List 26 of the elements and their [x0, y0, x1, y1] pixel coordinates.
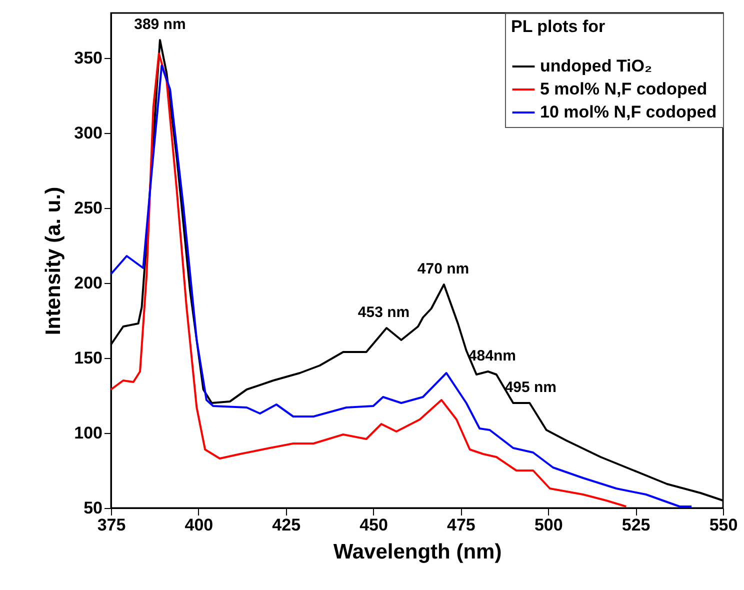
annotation: 453 nm [358, 304, 410, 321]
annotation: 495 nm [504, 379, 557, 396]
legend-label: undoped TiO₂ [540, 56, 652, 76]
x-tick-label: 425 [272, 516, 301, 534]
y-tick-label: 350 [74, 48, 102, 68]
y-tick-label: 300 [74, 124, 102, 142]
y-axis-title: Intensity (a. u.) [42, 186, 66, 336]
y-tick-label: 50 [84, 498, 102, 518]
legend-label: 10 mol% N,F codoped [540, 102, 717, 122]
legend-title: PL plots for [511, 17, 606, 36]
x-tick-label: 525 [622, 516, 650, 534]
annotation: 470 nm [417, 260, 470, 278]
x-axis-title: Wavelength (nm) [333, 540, 502, 564]
y-tick-label: 250 [74, 198, 102, 218]
x-tick-label: 475 [447, 516, 476, 534]
x-tick-label: 500 [534, 516, 563, 534]
x-tick-label: 550 [709, 516, 738, 534]
annotation: 484nm [468, 348, 516, 364]
y-tick-label: 200 [74, 274, 102, 292]
x-tick-label: 400 [184, 516, 214, 534]
x-tick-label: 375 [97, 516, 126, 534]
legend-label: 5 mol% N,F codoped [540, 80, 708, 98]
y-tick-label: 150 [74, 348, 102, 368]
y-tick-label: 100 [74, 424, 102, 442]
x-tick-label: 450 [360, 516, 388, 534]
annotation: 389 nm [134, 16, 186, 33]
